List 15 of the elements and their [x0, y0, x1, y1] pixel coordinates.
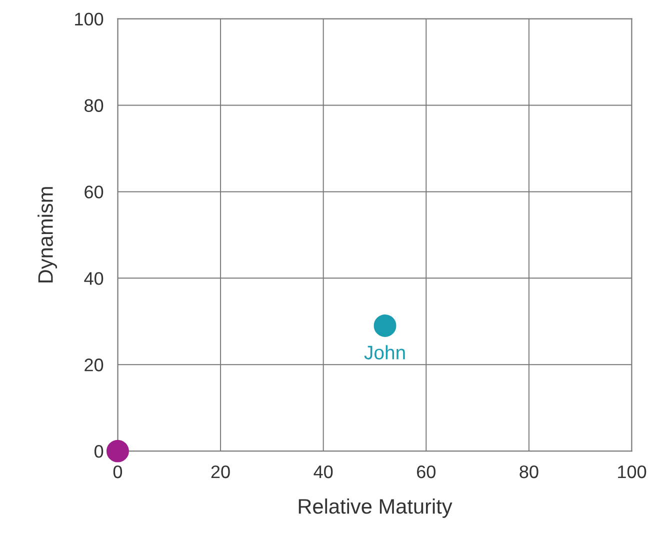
x-tick-label: 40 [314, 465, 333, 478]
x-tick-label: 0 [113, 465, 122, 478]
x-tick-label: 60 [417, 465, 436, 478]
y-tick-label: 0 [94, 445, 104, 458]
y-axis-title: Dynamism [38, 187, 58, 282]
x-tick-label: 80 [520, 465, 538, 478]
x-tick-label: 20 [211, 465, 230, 478]
y-tick-label: 80 [84, 99, 104, 112]
series-label: John [364, 345, 405, 360]
x-tick-label: 100 [618, 465, 646, 478]
y-tick-label: 40 [84, 272, 104, 285]
y-tick-label: 60 [84, 186, 104, 198]
y-tick-label: 20 [84, 358, 104, 372]
x-axis-title: Relative Maturity [298, 498, 452, 518]
y-tick-label: 100 [75, 12, 104, 26]
